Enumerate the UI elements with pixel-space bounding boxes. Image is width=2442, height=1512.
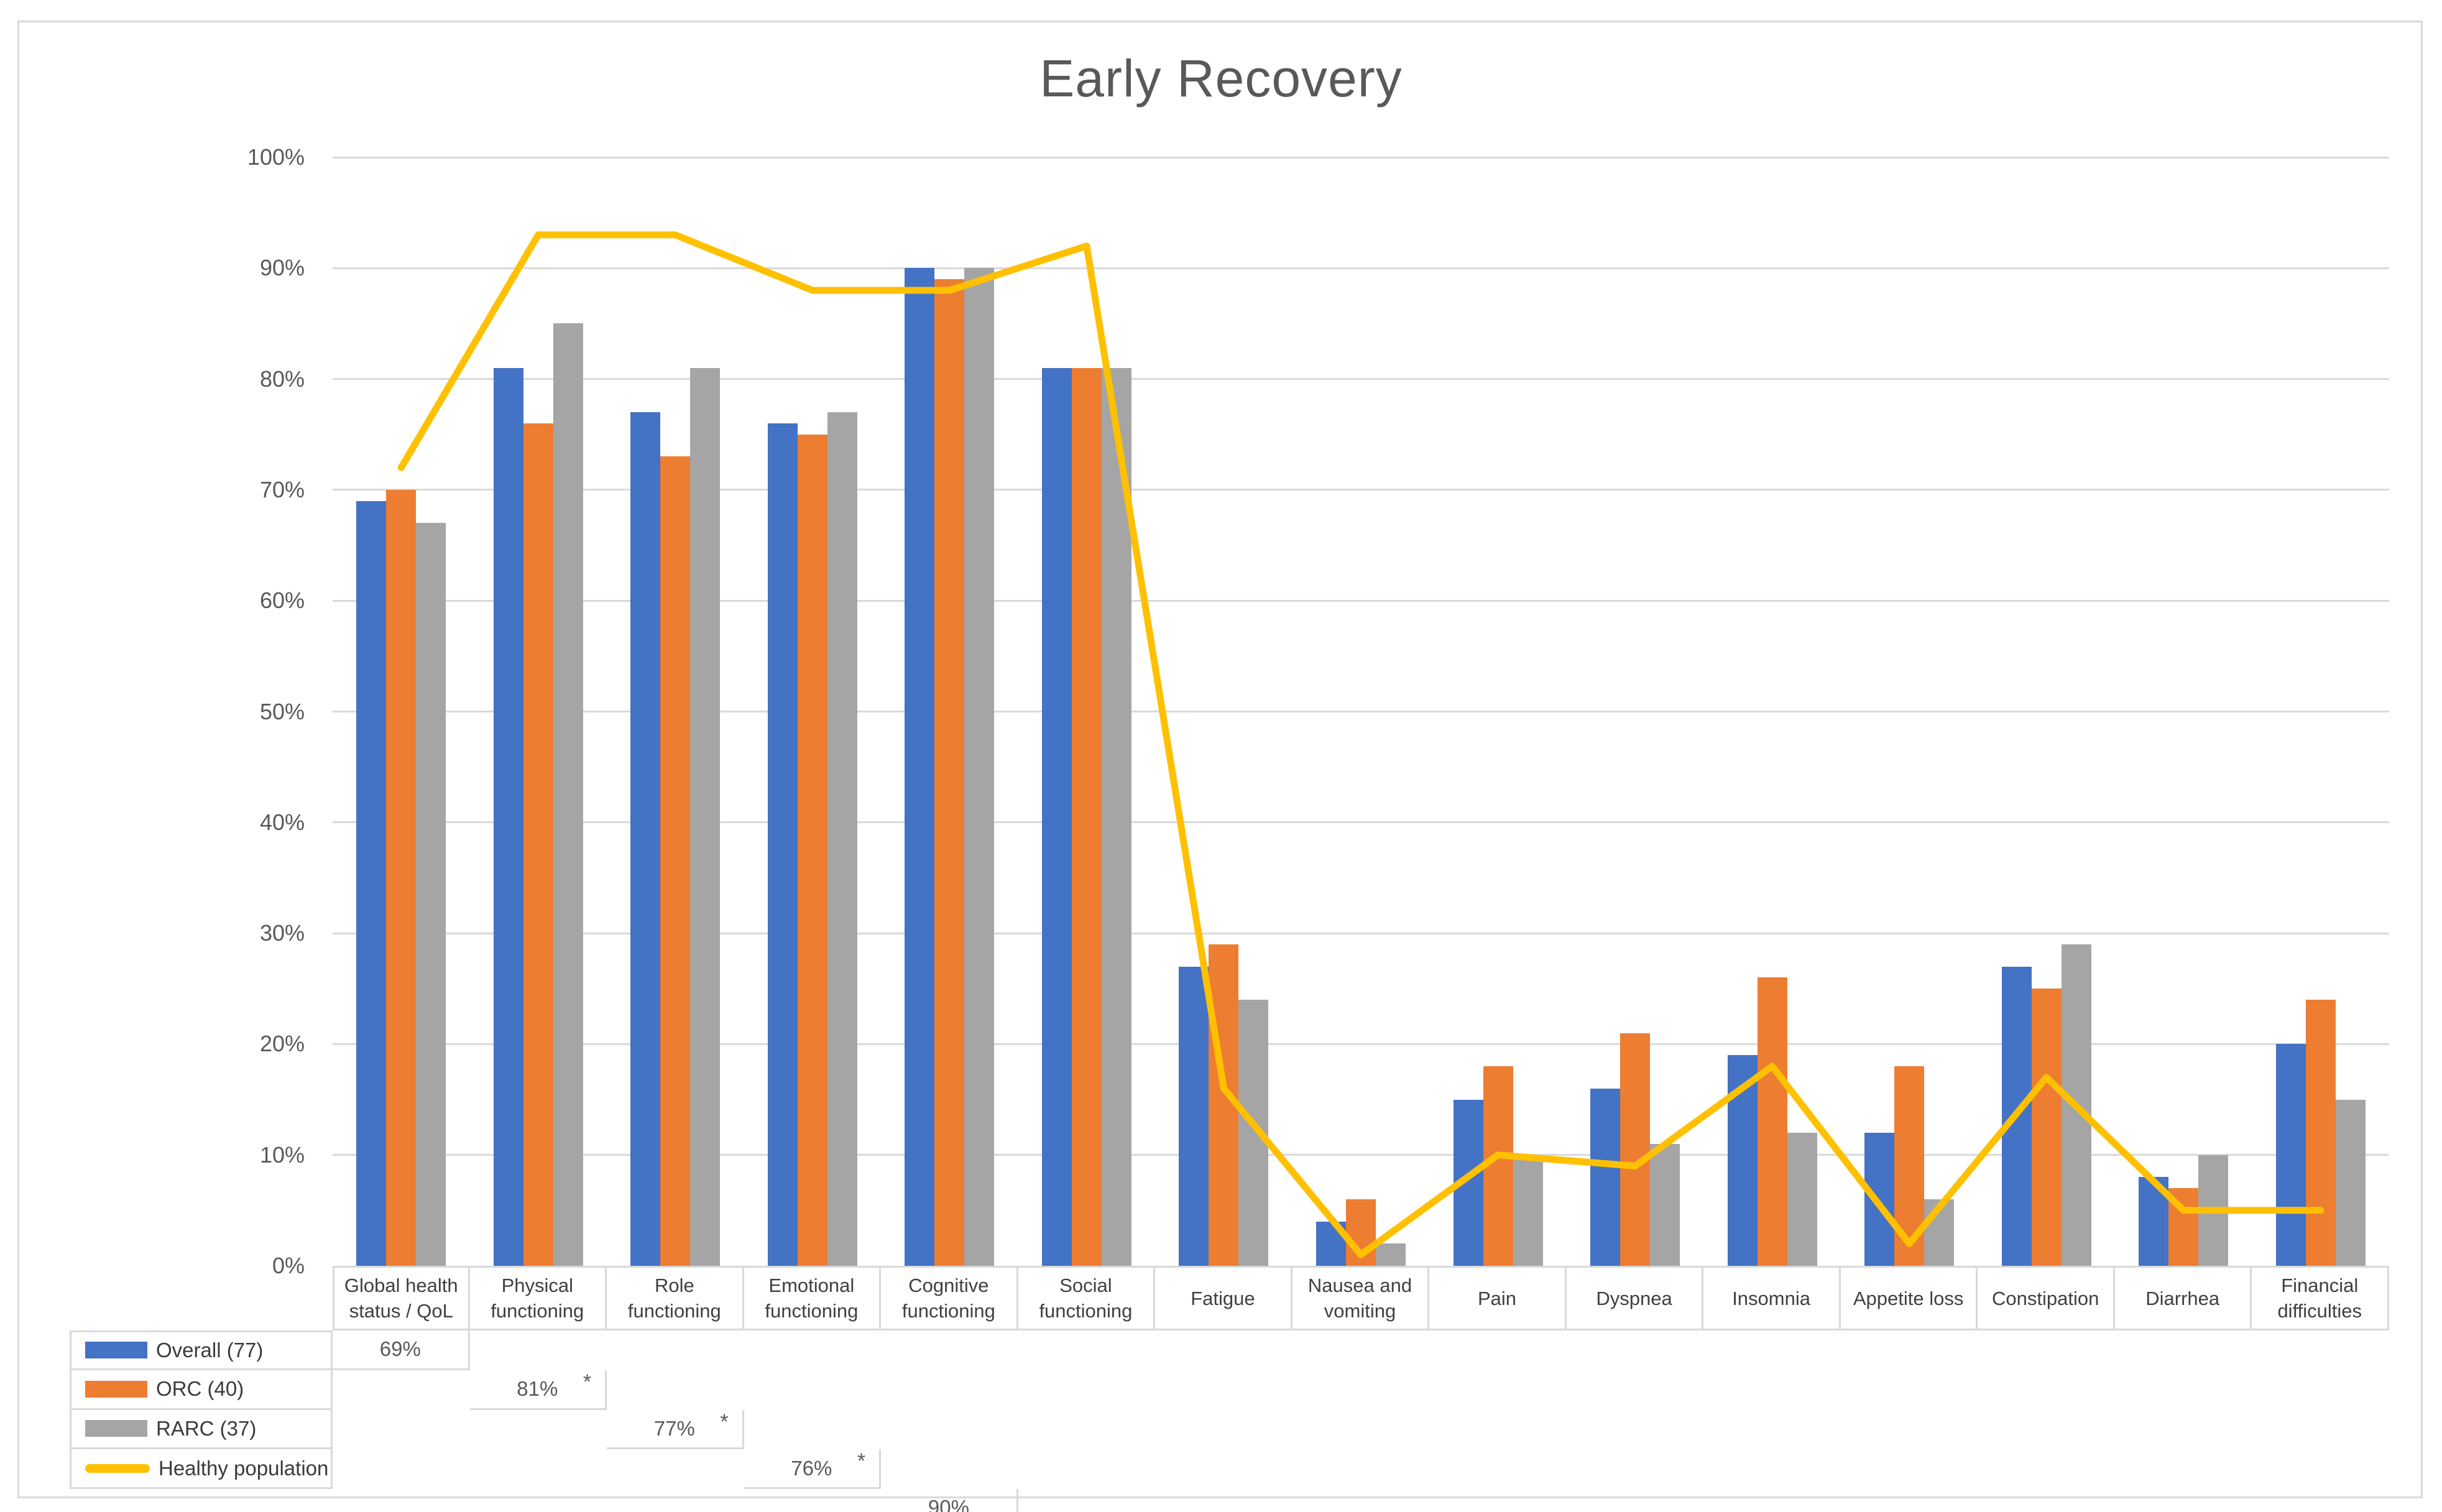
- table-value-cell: 77% *: [607, 1409, 744, 1450]
- table-value-cell: 69%: [333, 1330, 470, 1370]
- y-axis-tick-label: 40%: [259, 809, 305, 835]
- y-axis-tick-label: 0%: [272, 1253, 305, 1278]
- bar-orc-40--10: [1757, 977, 1787, 1266]
- category-header-cell: Fatigue: [1155, 1266, 1292, 1330]
- bar-orc-40--4: [934, 279, 965, 1266]
- bar-orc-40--3: [797, 434, 827, 1266]
- y-axis-tick-label: 50%: [259, 698, 305, 724]
- bar-overall-77--3: [767, 423, 798, 1266]
- cell-value: 81%: [517, 1377, 558, 1401]
- bar-rarc-37--8: [1513, 1155, 1543, 1266]
- table-value-cell: 81% *: [469, 1370, 607, 1410]
- bar-rarc-37--10: [1787, 1133, 1817, 1266]
- chart-title: Early Recovery: [1039, 49, 1403, 108]
- legend-swatch-line: [85, 1464, 150, 1473]
- bar-orc-40--12: [2031, 989, 2062, 1266]
- bar-orc-40--2: [660, 456, 691, 1266]
- bar-orc-40--1: [523, 423, 553, 1266]
- category-header-cell: Physical functioning: [469, 1266, 607, 1330]
- bar-rarc-37--4: [964, 268, 995, 1266]
- y-axis-tick-label: 10%: [259, 1141, 305, 1168]
- bar-orc-40--5: [1071, 367, 1102, 1266]
- legend-label: Overall (77): [156, 1338, 264, 1362]
- y-axis-tick-label: 20%: [259, 1031, 305, 1057]
- legend-label: RARC (37): [156, 1416, 257, 1440]
- bar-overall-77--9: [1590, 1088, 1621, 1266]
- table-value-cell: 90%: [881, 1489, 1018, 1512]
- gridline: [333, 711, 2389, 712]
- y-axis-tick-label: 100%: [247, 144, 305, 170]
- gridline: [333, 378, 2389, 380]
- line-path: [397, 231, 2325, 1258]
- significance-asterisk: *: [583, 1370, 592, 1394]
- category-header-cell: Emotional functioning: [744, 1266, 882, 1330]
- bar-orc-40--0: [386, 489, 417, 1266]
- gridline: [333, 599, 2389, 602]
- bar-rarc-37--9: [1650, 1143, 1680, 1266]
- legend-cell: RARC (37): [70, 1409, 333, 1450]
- legend-swatch-bar: [85, 1342, 147, 1359]
- legend-label: ORC (40): [156, 1377, 244, 1401]
- significance-asterisk: *: [720, 1409, 729, 1434]
- cell-value: 69%: [379, 1337, 421, 1361]
- cell-value: 76%: [791, 1456, 832, 1480]
- gridline: [333, 932, 2389, 934]
- bar-overall-77--1: [493, 367, 523, 1266]
- bar-rarc-37--1: [553, 323, 583, 1266]
- y-axis-tick-label: 80%: [259, 366, 305, 392]
- legend-cell: Overall (77): [70, 1330, 333, 1370]
- bar-overall-77--6: [1179, 966, 1209, 1266]
- category-header-cell: Global health status / QoL: [333, 1266, 470, 1330]
- bar-rarc-37--0: [416, 523, 446, 1266]
- bar-rarc-37--5: [1101, 367, 1131, 1266]
- gridline: [333, 1154, 2389, 1156]
- bar-overall-77--14: [2275, 1044, 2306, 1266]
- legend-label: Healthy population: [159, 1456, 329, 1480]
- category-header-cell: Insomnia: [1703, 1266, 1841, 1330]
- category-header-cell: Cognitive functioning: [881, 1266, 1018, 1330]
- bar-overall-77--11: [1864, 1133, 1895, 1266]
- bar-overall-77--4: [905, 268, 935, 1266]
- category-header-cell: Constipation: [1978, 1266, 2115, 1330]
- category-header-cell: Pain: [1429, 1266, 1567, 1330]
- category-header-cell: Nausea and vomiting: [1292, 1266, 1430, 1330]
- chart-border: [17, 21, 2423, 1498]
- cell-value: 77%: [653, 1416, 695, 1440]
- table-value-cell: 76% *: [744, 1449, 882, 1489]
- bar-overall-77--5: [1041, 367, 1072, 1266]
- y-axis-tick-label: 70%: [259, 476, 305, 502]
- bar-orc-40--9: [1620, 1033, 1651, 1266]
- y-axis-tick-label: 90%: [259, 255, 305, 281]
- gridline: [333, 267, 2389, 269]
- legend-swatch-bar: [85, 1420, 147, 1437]
- legend-swatch-bar: [85, 1380, 147, 1398]
- legend-cell: ORC (40): [70, 1370, 333, 1410]
- bar-overall-77--2: [630, 412, 661, 1266]
- gridline: [333, 1043, 2389, 1045]
- category-header-cell: Diarrhea: [2114, 1266, 2252, 1330]
- gridline: [333, 156, 2389, 159]
- gridline: [333, 821, 2389, 824]
- category-header-cell: Dyspnea: [1566, 1266, 1704, 1330]
- bar-rarc-37--14: [2335, 1099, 2366, 1266]
- y-axis-tick-label: 60%: [259, 588, 305, 614]
- category-header-cell: Appetite loss: [1840, 1266, 1978, 1330]
- bar-rarc-37--2: [690, 367, 721, 1266]
- category-header-cell: Role functioning: [607, 1266, 744, 1330]
- y-axis-tick-label: 30%: [259, 920, 305, 946]
- bar-rarc-37--3: [827, 412, 857, 1266]
- bar-orc-40--14: [2305, 1000, 2336, 1266]
- bar-rarc-37--7: [1376, 1243, 1406, 1266]
- category-header-cell: Financial difficulties: [2252, 1266, 2389, 1330]
- significance-asterisk: *: [857, 1449, 866, 1473]
- cell-value: 90%: [928, 1496, 969, 1512]
- category-header-cell: Social functioning: [1018, 1266, 1156, 1330]
- bar-overall-77--0: [356, 500, 387, 1266]
- gridline: [333, 489, 2389, 491]
- legend-cell: Healthy population: [70, 1449, 333, 1489]
